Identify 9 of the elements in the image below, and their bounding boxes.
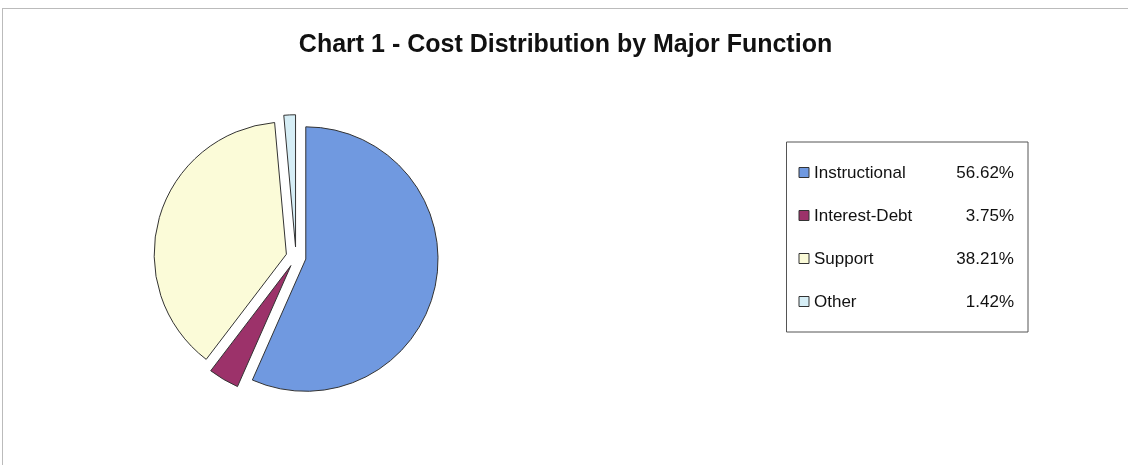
data-label: 38.21%: [956, 249, 1014, 268]
data-label: 1.42%: [965, 292, 1014, 311]
legend-label: Support: [814, 249, 874, 268]
legend-label: Other: [814, 292, 857, 311]
legend-label: Instructional: [814, 163, 906, 182]
data-label: 56.62%: [956, 163, 1014, 182]
data-label: 3.75%: [965, 206, 1014, 225]
legend-label: Interest-Debt: [814, 206, 913, 225]
chart-title: Chart 1 - Cost Distribution by Major Function: [298, 28, 833, 57]
